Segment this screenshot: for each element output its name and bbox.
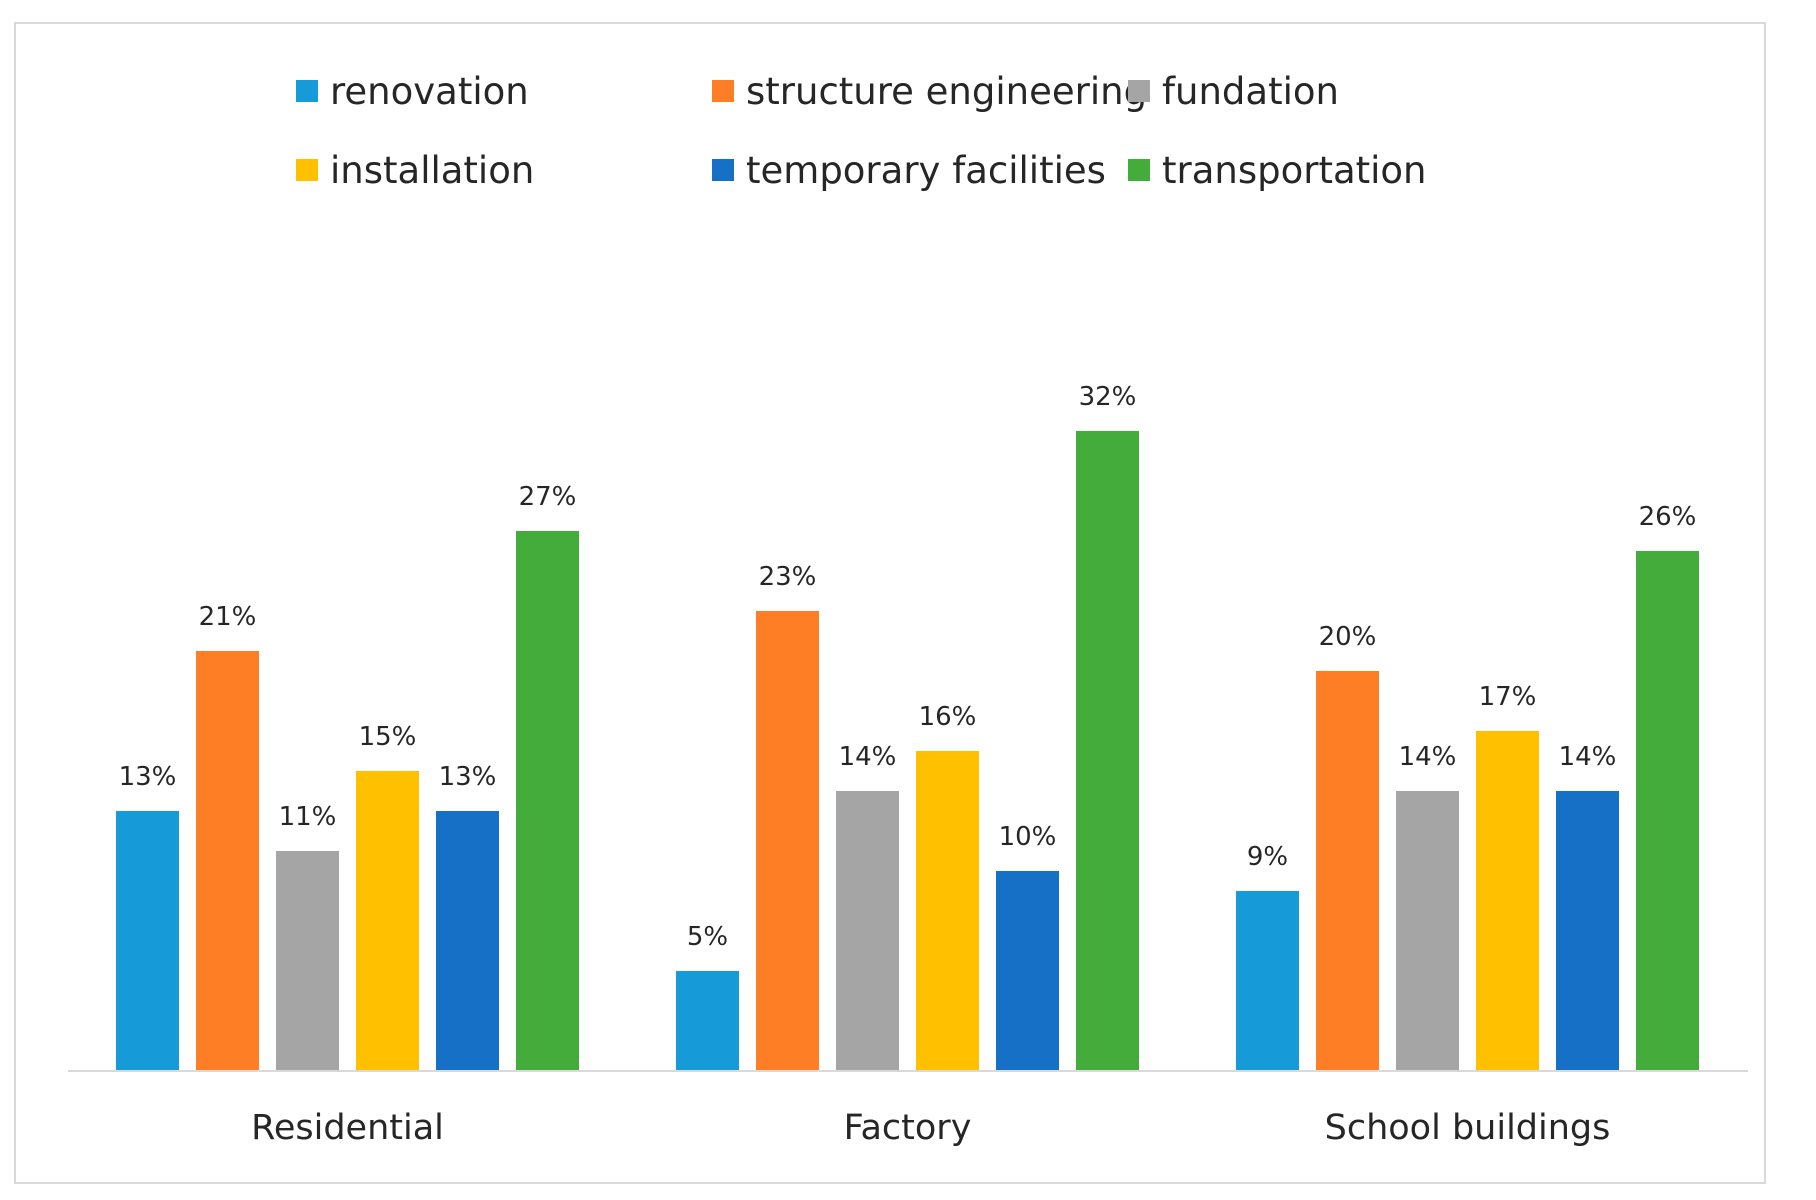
legend-label-structure-engineering: structure engineering [746,70,1147,113]
legend-swatch-structure-engineering [712,80,734,102]
bar-renovation-residential [116,811,179,1071]
category-label-school-buildings: School buildings [1325,1108,1611,1148]
data-label-installation-residential: 15% [359,722,417,752]
legend-swatch-fundation [1128,80,1150,102]
legend-label-transportation: transportation [1162,149,1427,192]
data-labels: 13% 5% 9% 21% 23% 20% 11% 14% 14% 15% 16% 17% 13% 10%… [119,382,1697,952]
category-labels: Residential Factory School buildings [251,1108,1610,1148]
bars [116,431,1699,1071]
bar-installation-school-buildings [1476,731,1539,1071]
legend-label-fundation: fundation [1162,70,1339,113]
bar-temporary-facilities-factory [996,871,1059,1071]
legend-label-temporary-facilities: temporary facilities [746,149,1106,192]
data-label-fundation-school-buildings: 14% [1399,742,1457,772]
data-label-temporary-facilities-residential: 13% [439,762,497,792]
data-label-renovation-factory: 5% [687,922,728,952]
data-label-transportation-residential: 27% [519,482,577,512]
data-label-fundation-factory: 14% [839,742,897,772]
bar-fundation-school-buildings [1396,791,1459,1071]
data-label-installation-school-buildings: 17% [1479,682,1537,712]
data-label-temporary-facilities-factory: 10% [999,822,1057,852]
legend-swatch-renovation [296,80,318,102]
category-label-factory: Factory [844,1108,972,1148]
bar-structure-engineering-factory [756,611,819,1071]
data-label-renovation-residential: 13% [119,762,177,792]
bar-renovation-factory [676,971,739,1071]
bar-temporary-facilities-residential [436,811,499,1071]
bar-fundation-factory [836,791,899,1071]
bar-installation-residential [356,771,419,1071]
data-label-fundation-residential: 11% [279,802,337,832]
data-label-transportation-school-buildings: 26% [1639,502,1697,532]
legend-swatch-installation [296,159,318,181]
bar-temporary-facilities-school-buildings [1556,791,1619,1071]
legend-swatch-temporary-facilities [712,159,734,181]
legend-label-renovation: renovation [330,70,529,113]
category-label-residential: Residential [251,1108,444,1148]
legend-swatch-transportation [1128,159,1150,181]
data-label-structure-engineering-school-buildings: 20% [1319,622,1377,652]
data-label-temporary-facilities-school-buildings: 14% [1559,742,1617,772]
legend: renovation structure engineering fundation… [296,70,1427,192]
bar-fundation-residential [276,851,339,1071]
data-label-renovation-school-buildings: 9% [1247,842,1288,872]
data-label-installation-factory: 16% [919,702,977,732]
bar-structure-engineering-residential [196,651,259,1071]
data-label-structure-engineering-residential: 21% [199,602,257,632]
bar-structure-engineering-school-buildings [1316,671,1379,1071]
legend-label-installation: installation [330,149,534,192]
bar-installation-factory [916,751,979,1071]
bar-transportation-residential [516,531,579,1071]
data-label-structure-engineering-factory: 23% [759,562,817,592]
bar-transportation-school-buildings [1636,551,1699,1071]
data-label-transportation-factory: 32% [1079,382,1137,412]
bar-transportation-factory [1076,431,1139,1071]
bar-renovation-school-buildings [1236,891,1299,1071]
